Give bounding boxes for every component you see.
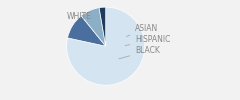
Wedge shape <box>81 8 106 46</box>
Text: BLACK: BLACK <box>119 46 160 59</box>
Text: ASIAN: ASIAN <box>126 24 158 37</box>
Wedge shape <box>67 16 106 46</box>
Wedge shape <box>99 7 106 46</box>
Wedge shape <box>67 7 145 85</box>
Text: WHITE: WHITE <box>67 12 91 21</box>
Text: HISPANIC: HISPANIC <box>125 35 171 46</box>
